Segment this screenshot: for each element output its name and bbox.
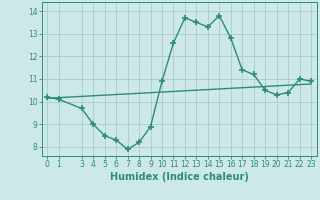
X-axis label: Humidex (Indice chaleur): Humidex (Indice chaleur) [110, 172, 249, 182]
